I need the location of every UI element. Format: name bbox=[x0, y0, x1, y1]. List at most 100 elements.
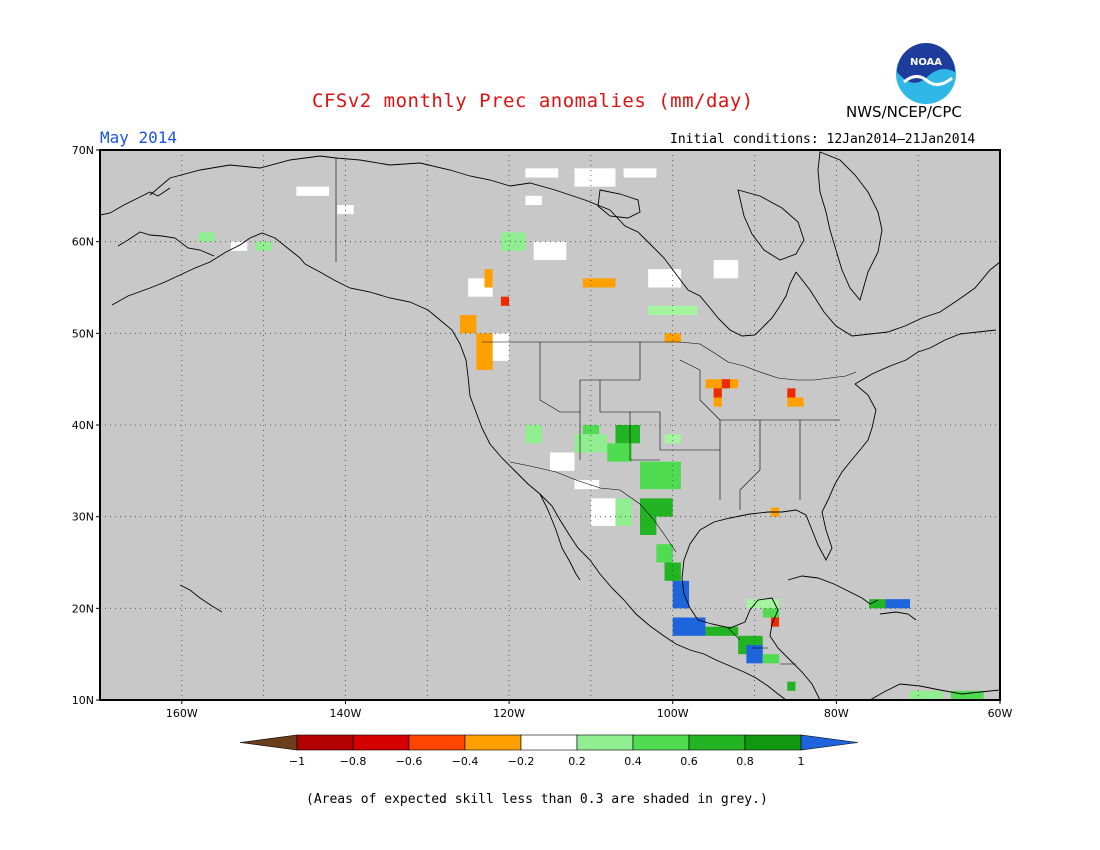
initial-conditions-label: Initial conditions: 12Jan2014–21Jan2014 bbox=[670, 132, 976, 147]
legend-label: 0.8 bbox=[736, 755, 754, 768]
legend-label: −0.2 bbox=[508, 755, 535, 768]
border-us-canada bbox=[482, 341, 857, 381]
anomaly-cell bbox=[762, 654, 780, 664]
anomaly-cell bbox=[582, 278, 616, 288]
anomaly-cell bbox=[623, 168, 657, 178]
legend-swatch bbox=[352, 734, 410, 751]
coastline-baja bbox=[539, 493, 581, 581]
legend-label: −0.4 bbox=[452, 755, 479, 768]
anomaly-cell bbox=[607, 443, 632, 462]
border-us-mexico bbox=[509, 461, 677, 553]
legend-swatch bbox=[520, 734, 578, 751]
anomaly-cell bbox=[910, 690, 943, 700]
anomaly-cell bbox=[525, 425, 542, 444]
anomaly-cell bbox=[500, 296, 510, 306]
anomaly-cell bbox=[721, 379, 730, 389]
island-victoria bbox=[597, 189, 641, 219]
anomaly-cell bbox=[664, 333, 681, 343]
border-us-states bbox=[539, 342, 840, 510]
longitude-labels: 160W 140W 120W 100W 80W 60W bbox=[166, 700, 1013, 720]
political-borders bbox=[335, 158, 857, 665]
coastline-west-alaska bbox=[100, 187, 171, 216]
map-title: CFSv2 monthly Prec anomalies (mm/day) bbox=[312, 90, 754, 112]
coastline-hispaniola bbox=[879, 611, 917, 621]
anomaly-cell bbox=[664, 562, 681, 581]
lon-tick-label: 160W bbox=[166, 707, 198, 720]
lon-tick-label: 140W bbox=[330, 707, 362, 720]
anomaly-cells bbox=[198, 168, 984, 700]
anomaly-cell bbox=[533, 241, 567, 260]
anomaly-cell bbox=[590, 498, 616, 526]
anomaly-cell bbox=[484, 269, 493, 288]
target-month-label: May 2014 bbox=[100, 128, 178, 147]
anomaly-cell bbox=[672, 580, 690, 609]
coastline-cuba bbox=[787, 575, 879, 605]
legend-label: −0.8 bbox=[340, 755, 367, 768]
legend-label: −0.6 bbox=[396, 755, 423, 768]
coastline-greenland bbox=[817, 151, 883, 301]
coastline-atlantic bbox=[854, 329, 997, 385]
skill-caption: (Areas of expected skill less than 0.3 a… bbox=[306, 792, 768, 807]
island-baffin bbox=[737, 189, 805, 261]
lat-tick-label: 10N bbox=[72, 694, 94, 707]
legend-swatch bbox=[239, 734, 298, 751]
anomaly-cell bbox=[476, 333, 493, 370]
coastline-east-us bbox=[681, 383, 877, 700]
lon-tick-label: 120W bbox=[493, 707, 525, 720]
anomaly-cell bbox=[615, 498, 632, 526]
anomaly-cell bbox=[950, 690, 984, 700]
coastline-labrador bbox=[795, 261, 1000, 337]
anomaly-cell bbox=[713, 260, 739, 279]
anomaly-cell bbox=[525, 168, 559, 178]
legend-swatch bbox=[800, 734, 859, 751]
lon-tick-label: 100W bbox=[657, 707, 689, 720]
coastline-west-us bbox=[304, 263, 787, 700]
lat-tick-label: 20N bbox=[72, 602, 94, 615]
graticule bbox=[100, 150, 1000, 700]
anomaly-cell bbox=[746, 645, 763, 664]
anomaly-cell bbox=[255, 241, 272, 251]
anomaly-cell bbox=[885, 599, 910, 609]
anomaly-cell bbox=[770, 617, 780, 627]
anomaly-cell bbox=[672, 617, 706, 636]
anomaly-cell bbox=[640, 498, 673, 517]
map-panel bbox=[99, 149, 1001, 701]
anomaly-cell bbox=[525, 195, 542, 205]
anomaly-cell bbox=[574, 168, 616, 187]
anomaly-cell bbox=[656, 544, 673, 563]
legend-swatch bbox=[408, 734, 466, 751]
coastline-alaska-south bbox=[111, 232, 306, 306]
anomaly-cell bbox=[869, 599, 886, 609]
anomaly-cell bbox=[230, 241, 248, 251]
coastline-alaska-north bbox=[149, 155, 337, 196]
anomaly-cell bbox=[640, 461, 681, 490]
lat-tick-label: 60N bbox=[72, 236, 94, 249]
anomaly-cell bbox=[640, 516, 657, 535]
lon-tick-label: 60W bbox=[988, 707, 1013, 720]
coastline-south-america bbox=[869, 683, 1000, 700]
anomaly-cell bbox=[648, 269, 681, 288]
anomaly-cell bbox=[713, 397, 722, 407]
legend-swatch bbox=[296, 734, 354, 751]
anomaly-cell bbox=[337, 205, 354, 215]
legend-label: 0.6 bbox=[680, 755, 698, 768]
anomaly-cell bbox=[705, 626, 739, 636]
legend-swatch bbox=[744, 734, 802, 751]
legend-swatch bbox=[632, 734, 690, 751]
lat-tick-label: 50N bbox=[72, 327, 94, 340]
legend-swatch bbox=[464, 734, 522, 751]
color-legend: −1 −0.8 −0.6 −0.4 −0.2 0.2 0.4 0.6 0.8 1 bbox=[239, 734, 859, 768]
agency-label: NWS/NCEP/CPC bbox=[846, 103, 962, 121]
anomaly-cell bbox=[574, 434, 608, 453]
anomaly-cell bbox=[198, 232, 215, 242]
logo-text: NOAA bbox=[910, 57, 942, 68]
lat-tick-label: 30N bbox=[72, 511, 94, 524]
legend-label: −1 bbox=[289, 755, 305, 768]
noaa-logo-icon: NOAA bbox=[896, 43, 956, 104]
legend-label: 0.4 bbox=[624, 755, 642, 768]
coastlines bbox=[100, 151, 1000, 700]
anomaly-cell bbox=[787, 397, 804, 407]
anomaly-cell bbox=[787, 388, 796, 398]
anomaly-cell bbox=[787, 681, 796, 691]
